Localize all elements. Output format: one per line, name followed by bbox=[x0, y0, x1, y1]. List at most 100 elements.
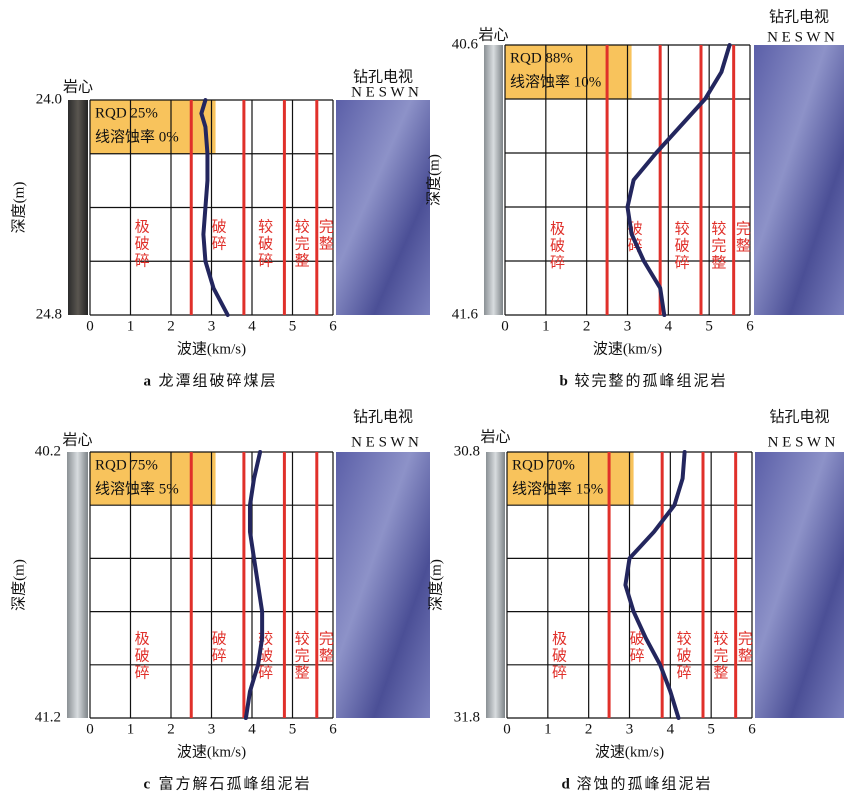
zone-label: 完整 bbox=[734, 221, 751, 255]
zone-label: 极破碎 bbox=[548, 221, 565, 272]
tv-label: 钻孔电视 bbox=[769, 8, 829, 25]
x-tick-label: 3 bbox=[208, 721, 216, 737]
zone-label: 较完整 bbox=[711, 629, 728, 681]
core-photo bbox=[67, 452, 88, 718]
rqd-label: RQD 75% bbox=[95, 457, 158, 473]
x-tick-label: 4 bbox=[248, 318, 256, 334]
core-photo bbox=[484, 45, 503, 315]
rqd-label: RQD 88% bbox=[510, 50, 573, 66]
x-tick-label: 0 bbox=[86, 721, 94, 737]
x-tick-label: 5 bbox=[289, 318, 297, 334]
caption: 富方解石孤峰组泥岩 bbox=[159, 774, 312, 792]
y-tick-label: 30.8 bbox=[454, 443, 480, 459]
x-tick-label: 5 bbox=[289, 721, 297, 737]
x-tick-label: 5 bbox=[707, 721, 715, 737]
core-label: 岩心 bbox=[478, 26, 508, 43]
zone-label: 破碎 bbox=[210, 630, 227, 664]
dissolution-label: 线溶蚀率 5% bbox=[95, 480, 179, 497]
compass-label: N E S W N bbox=[767, 29, 835, 45]
zone-label: 较破碎 bbox=[256, 217, 273, 269]
core-label: 岩心 bbox=[62, 431, 92, 448]
y-tick-label: 24.8 bbox=[36, 306, 62, 322]
zone-label: 完整 bbox=[317, 630, 334, 664]
dissolution-label: 线溶蚀率 15% bbox=[512, 480, 603, 497]
compass-label: N E S W N bbox=[351, 84, 419, 100]
zone-label: 破碎 bbox=[628, 630, 645, 664]
zone-label: 破碎 bbox=[210, 218, 227, 252]
y-tick-label: 41.6 bbox=[452, 306, 479, 322]
caption: 溶蚀的孤峰组泥岩 bbox=[577, 775, 713, 792]
core-photo bbox=[486, 452, 505, 718]
dissolution-label: 线溶蚀率 10% bbox=[510, 73, 601, 90]
x-tick-label: 0 bbox=[501, 318, 509, 334]
y-axis-label: 深度(m) bbox=[10, 182, 27, 234]
zone-label: 极破碎 bbox=[133, 218, 150, 269]
y-axis-label: 深度(m) bbox=[427, 559, 444, 611]
y-tick-label: 40.6 bbox=[452, 36, 479, 52]
x-tick-label: 5 bbox=[705, 318, 713, 334]
tv-label: 钻孔电视 bbox=[769, 408, 829, 425]
borehole-tv-image bbox=[754, 45, 844, 315]
zone-label: 极破碎 bbox=[133, 630, 150, 681]
borehole-tv-image bbox=[336, 100, 430, 315]
zone-label: 较完整 bbox=[293, 217, 310, 269]
x-tick-label: 6 bbox=[329, 318, 337, 334]
x-axis-label: 波速(km/s) bbox=[177, 340, 246, 357]
rqd-label: RQD 25% bbox=[95, 105, 158, 121]
zone-label: 较完整 bbox=[709, 220, 726, 272]
caption: 龙潭组破碎煤层 bbox=[159, 372, 278, 389]
y-axis-label: 深度(m) bbox=[425, 154, 442, 206]
compass-label: N E S W N bbox=[768, 434, 836, 450]
x-tick-label: 3 bbox=[626, 721, 634, 737]
x-tick-label: 1 bbox=[127, 318, 135, 334]
x-tick-label: 2 bbox=[585, 721, 593, 737]
y-tick-label: 24.0 bbox=[36, 91, 62, 107]
zone-label: 完整 bbox=[317, 218, 334, 252]
x-axis-label: 波速(km/s) bbox=[177, 743, 246, 760]
x-tick-label: 4 bbox=[248, 721, 256, 737]
core-label: 岩心 bbox=[480, 428, 510, 445]
caption-letter: b bbox=[560, 373, 568, 389]
x-tick-label: 4 bbox=[665, 318, 673, 334]
core-label: 岩心 bbox=[63, 78, 93, 95]
x-tick-label: 1 bbox=[542, 318, 550, 334]
zone-label: 极破碎 bbox=[550, 630, 567, 681]
x-tick-label: 6 bbox=[746, 318, 754, 334]
x-tick-label: 2 bbox=[167, 721, 175, 737]
zone-label: 较破碎 bbox=[673, 220, 690, 272]
x-tick-label: 2 bbox=[583, 318, 591, 334]
x-tick-label: 0 bbox=[86, 318, 94, 334]
x-tick-label: 3 bbox=[624, 318, 632, 334]
y-tick-label: 40.2 bbox=[35, 443, 61, 459]
x-axis-label: 波速(km/s) bbox=[593, 340, 662, 357]
x-tick-label: 1 bbox=[127, 721, 135, 737]
tv-label: 钻孔电视 bbox=[353, 68, 413, 85]
caption-letter: c bbox=[144, 776, 151, 792]
caption-letter: a bbox=[144, 373, 152, 389]
x-axis-label: 波速(km/s) bbox=[595, 743, 664, 760]
x-tick-label: 2 bbox=[167, 318, 175, 334]
compass-label: N E S W N bbox=[351, 434, 419, 450]
caption-letter: d bbox=[562, 776, 571, 792]
zone-label: 完整 bbox=[736, 630, 753, 664]
borehole-tv-image bbox=[755, 452, 844, 718]
dissolution-label: 线溶蚀率 0% bbox=[95, 128, 179, 145]
figure: 岩心钻孔电视N E S W NRQD 25%线溶蚀率 0%012345624.0… bbox=[0, 0, 845, 801]
x-tick-label: 3 bbox=[208, 318, 216, 334]
y-tick-label: 41.2 bbox=[35, 709, 61, 725]
zone-label: 较破碎 bbox=[675, 629, 692, 681]
x-tick-label: 4 bbox=[667, 721, 675, 737]
x-tick-label: 6 bbox=[329, 721, 337, 737]
x-tick-label: 6 bbox=[748, 721, 756, 737]
y-axis-label: 深度(m) bbox=[10, 559, 27, 611]
tv-label: 钻孔电视 bbox=[353, 408, 413, 425]
borehole-tv-image bbox=[336, 452, 430, 718]
core-photo bbox=[68, 100, 88, 315]
caption: 较完整的孤峰组泥岩 bbox=[575, 371, 728, 389]
zone-label: 较完整 bbox=[293, 629, 310, 681]
x-tick-label: 1 bbox=[544, 721, 552, 737]
velocity-curve bbox=[628, 45, 730, 315]
rqd-label: RQD 70% bbox=[512, 457, 575, 473]
y-tick-label: 31.8 bbox=[454, 709, 480, 725]
x-tick-label: 0 bbox=[503, 721, 511, 737]
